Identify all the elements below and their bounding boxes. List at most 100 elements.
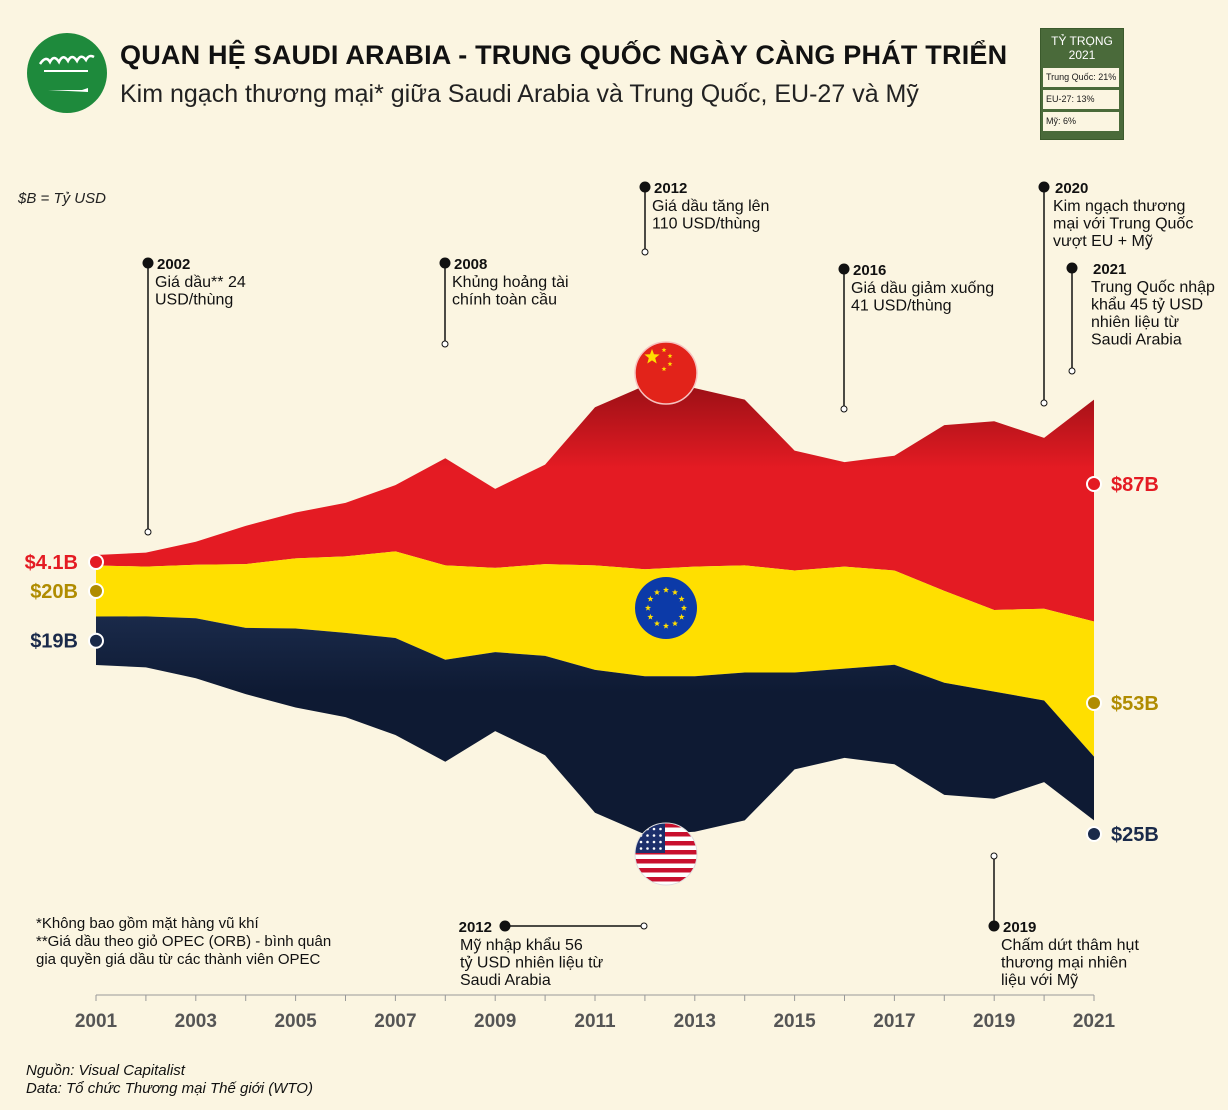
- share-row-china: Trung Quốc: 21%: [1043, 68, 1119, 87]
- saudi-flag-icon: [27, 33, 107, 113]
- us-flag-star: [639, 847, 643, 850]
- saudi-sword: [48, 88, 88, 92]
- eu-star: [678, 595, 685, 602]
- annotation-text: 110 USD/thùng: [652, 216, 760, 233]
- us-flag-star: [659, 840, 662, 844]
- end-value-label: $87B: [1111, 474, 1159, 496]
- annotation-text: Chấm dứt thâm hụt: [1001, 937, 1139, 954]
- annotation-endpoint: [1068, 367, 1076, 375]
- annotation-year: 2008: [454, 256, 487, 273]
- eu-star: [662, 622, 670, 629]
- start-value-label: $4.1B: [25, 552, 78, 574]
- x-tick-label: 2005: [274, 1011, 317, 1032]
- start-value-dot: [88, 632, 104, 649]
- annotation-text: Kim ngạch thương: [1053, 198, 1185, 215]
- x-tick-label: 2003: [175, 1011, 217, 1032]
- us-flag-star: [659, 827, 662, 831]
- annotation-text: USD/thùng: [155, 292, 233, 309]
- share-heading-line2: 2021: [1068, 48, 1096, 62]
- page-subtitle: Kim ngạch thương mại* giữa Saudi Arabia …: [120, 80, 919, 108]
- eu-star: [647, 613, 654, 620]
- saudi-shahada: [38, 54, 95, 65]
- footnote-2: **Giá dầu theo giỏ OPEC (ORB) - bình quâ…: [36, 933, 332, 950]
- source-line: Nguồn: Visual Capitalist: [26, 1062, 185, 1079]
- unit-note: $B = Tỷ USD: [18, 190, 106, 207]
- start-value-label: $19B: [30, 631, 78, 653]
- eu-star: [653, 620, 661, 627]
- china-flag-field: [634, 341, 698, 405]
- us-flag-star: [646, 840, 649, 844]
- eu-flag-field: [635, 577, 697, 639]
- annotation-text: tỷ USD nhiên liệu từ: [460, 955, 604, 972]
- annotation-text: Giá dầu giảm xuống: [851, 280, 994, 297]
- eu-star: [644, 604, 652, 611]
- us-area: [96, 616, 1094, 835]
- annotation-endpoint: [1040, 399, 1048, 407]
- x-tick-label: 2021: [1073, 1011, 1116, 1032]
- annotation-endpoint: [641, 248, 649, 256]
- us-flag-ring: [634, 822, 698, 886]
- annotation-endpoint: [840, 405, 848, 413]
- x-tick-label: 2001: [75, 1011, 118, 1032]
- eu-star: [653, 589, 661, 595]
- us-flag-star: [652, 827, 656, 831]
- annotation-text: Trung Quốc nhập: [1091, 279, 1215, 296]
- annotation-text: vượt EU + Mỹ: [1053, 233, 1153, 250]
- source-note: Nguồn: Visual Capitalist Data: Tổ chức T…: [26, 1062, 313, 1098]
- page-title: QUAN HỆ SAUDI ARABIA - TRUNG QUỐC NGÀY C…: [120, 40, 1008, 70]
- x-tick-label: 2015: [773, 1011, 816, 1032]
- annotation-dot: [142, 257, 154, 269]
- us-flag-stripe: [635, 832, 697, 837]
- eu-star: [662, 586, 670, 593]
- annotation-year: 2020: [1055, 180, 1088, 197]
- annotation-text: liệu với Mỹ: [1001, 972, 1078, 989]
- share-row-us: Mỹ: 6%: [1043, 112, 1119, 131]
- start-value-label: $20B: [30, 581, 78, 603]
- annotation-year: 2021: [1093, 261, 1126, 278]
- end-value-dot: [1086, 826, 1102, 842]
- footnote-1: *Không bao gồm mặt hàng vũ khí: [36, 915, 259, 932]
- annotation-text: nhiên liệu từ: [1091, 314, 1179, 331]
- annotation-text: Khủng hoảng tài: [452, 274, 569, 291]
- x-tick-label: 2019: [973, 1011, 1015, 1032]
- us-flag-stripe: [635, 868, 697, 873]
- footnote-3: gia quyền giá dầu từ các thành viên OPEC: [36, 951, 321, 968]
- annotation-text: 41 USD/thùng: [851, 298, 952, 315]
- annotation-dot: [988, 920, 1000, 932]
- annotation-year: 2012: [459, 919, 492, 936]
- share-box: TỶ TRỌNG 2021 Trung Quốc: 21% EU-27: 13%…: [1040, 28, 1124, 140]
- x-tick-label: 2017: [873, 1011, 915, 1032]
- annotation-text: Giá dầu tăng lên: [652, 198, 769, 215]
- china-small-star: [661, 347, 667, 353]
- annotation-text: Saudi Arabia: [1091, 332, 1182, 349]
- annotation-text: khẩu 45 tỷ USD: [1091, 296, 1203, 314]
- annotation-text: thương mại nhiên: [1001, 955, 1127, 972]
- eu-star: [678, 613, 685, 620]
- start-value-dot: [88, 583, 104, 600]
- china-area: [96, 385, 1094, 622]
- share-row-eu: EU-27: 13%: [1043, 90, 1119, 109]
- annotation-text: chính toàn cầu: [452, 292, 557, 309]
- end-value-dot: [1086, 476, 1102, 492]
- eu-area: [96, 551, 1094, 757]
- us-flag-body: [635, 823, 697, 885]
- annotation-text: Saudi Arabia: [460, 972, 551, 989]
- annotation-text: Giá dầu** 24: [155, 274, 246, 291]
- data-line: Data: Tổ chức Thương mại Thế giới (WTO): [26, 1080, 313, 1097]
- share-heading-line1: TỶ TRỌNG: [1051, 34, 1113, 48]
- china-small-star: [667, 353, 673, 359]
- annotation-endpoint: [640, 922, 648, 930]
- us-flag-star: [659, 847, 662, 850]
- annotation-dot: [639, 181, 651, 193]
- start-value-dot: [88, 554, 104, 571]
- annotation-dot: [439, 257, 451, 269]
- eu-flag-icon: [635, 577, 697, 639]
- us-flag-star: [646, 847, 649, 850]
